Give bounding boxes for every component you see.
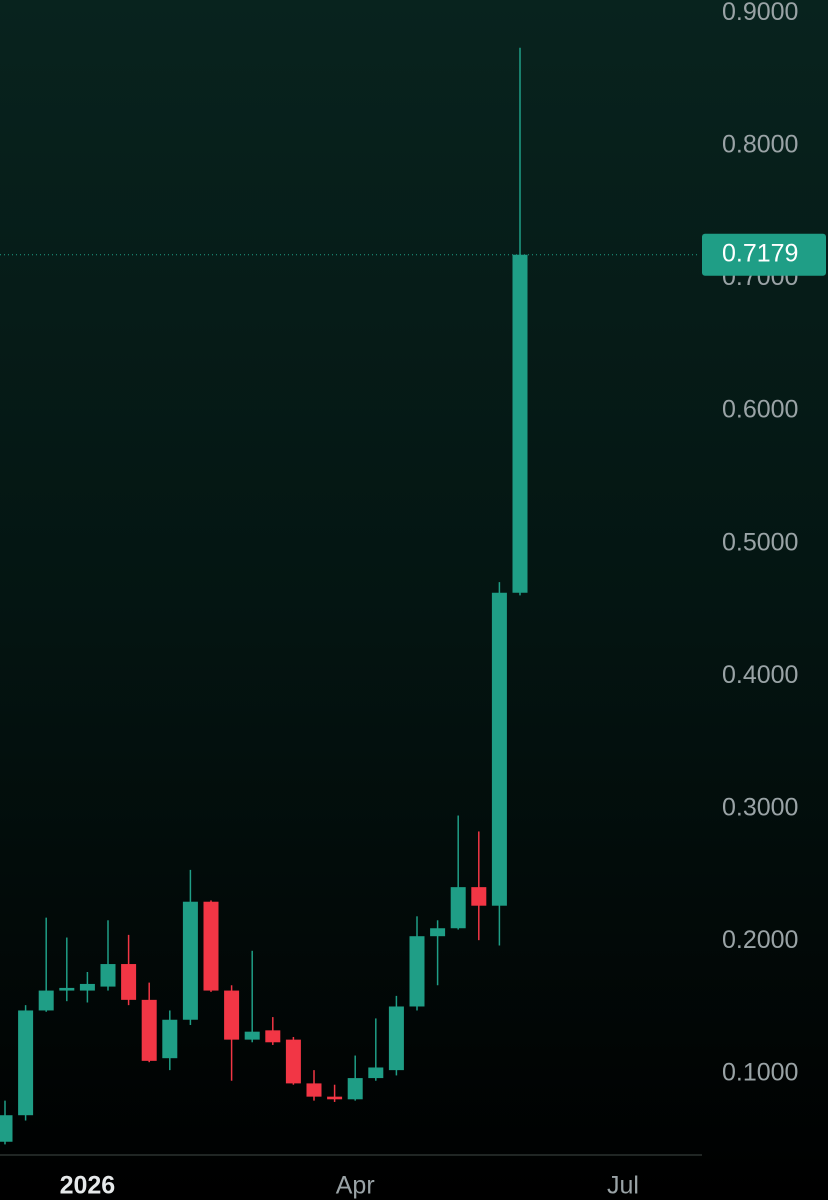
candle-body	[327, 1096, 343, 1100]
y-tick-label: 0.1000	[722, 1059, 798, 1087]
y-tick-label: 0.9000	[722, 0, 798, 26]
candle-body	[59, 987, 75, 991]
candle-body	[430, 928, 446, 937]
candle-body	[203, 901, 219, 991]
candle-body	[409, 936, 425, 1007]
candle-body	[512, 254, 528, 593]
y-tick-label: 0.3000	[722, 794, 798, 822]
candle-body	[388, 1006, 404, 1071]
candle-body	[100, 964, 116, 987]
candle-body	[285, 1039, 301, 1084]
y-tick-label: 0.6000	[722, 396, 798, 424]
candle-body	[79, 983, 95, 991]
candle-body	[450, 887, 466, 929]
candle-body	[471, 887, 487, 906]
y-tick-label: 0.8000	[722, 130, 798, 158]
candle-body	[121, 964, 137, 1000]
last-price-label: 0.7179	[722, 239, 798, 267]
candle-body	[347, 1078, 363, 1100]
candle-body	[265, 1030, 281, 1043]
candle-body	[0, 1115, 13, 1142]
candle-body	[182, 901, 198, 1020]
y-tick-label: 0.5000	[722, 528, 798, 556]
candle-body	[141, 999, 157, 1061]
x-tick-label: Jul	[607, 1172, 639, 1200]
x-tick-label: Apr	[336, 1172, 375, 1200]
candle-body	[368, 1067, 384, 1079]
candle-body	[18, 1010, 34, 1116]
candle-body	[491, 592, 507, 906]
candle-body	[162, 1019, 178, 1059]
y-tick-label: 0.4000	[722, 661, 798, 689]
candle-body	[38, 990, 54, 1011]
candle-body	[306, 1083, 322, 1097]
candle-body	[224, 990, 240, 1040]
last-price-box	[702, 233, 826, 276]
y-tick-label: 0.2000	[722, 926, 798, 954]
candle-body	[244, 1031, 260, 1040]
x-tick-label: 2026	[60, 1172, 116, 1200]
